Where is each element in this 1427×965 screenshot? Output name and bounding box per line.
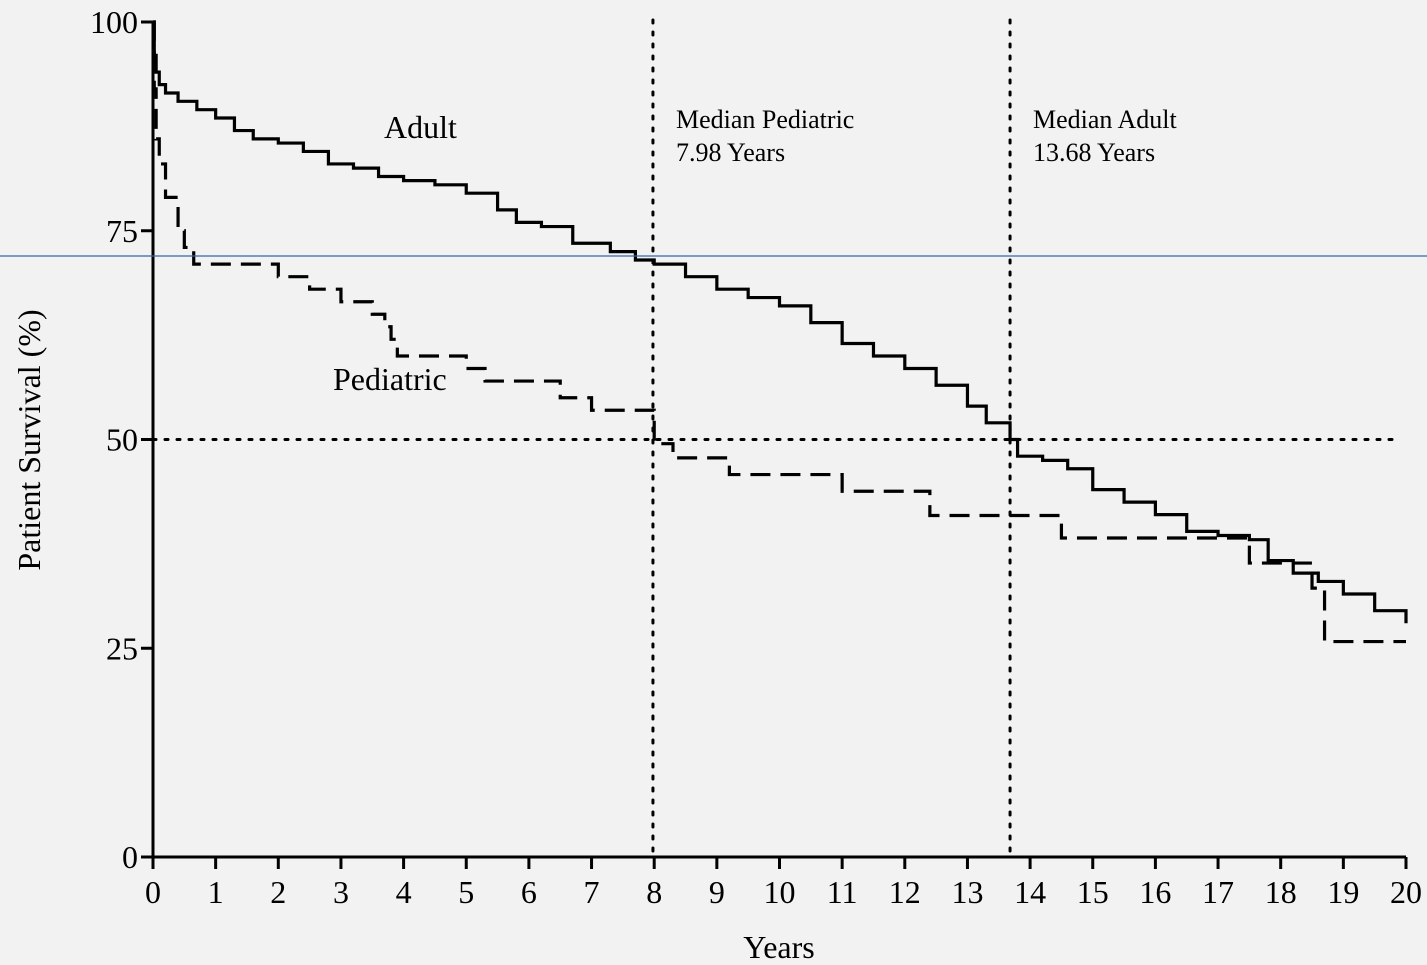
x-tick-label: 0 [145, 874, 161, 910]
x-tick-label: 11 [827, 874, 858, 910]
x-tick-label: 19 [1327, 874, 1359, 910]
x-tick-label: 12 [889, 874, 921, 910]
x-tick-label: 7 [584, 874, 600, 910]
x-tick-label: 8 [646, 874, 662, 910]
annotation-median-adult-title: Median Adult [1033, 105, 1177, 134]
x-tick-label: 16 [1139, 874, 1171, 910]
series-line-pediatric [152, 20, 1406, 644]
series-line-adult [152, 20, 1408, 624]
series-layer [152, 20, 1408, 644]
ticks: 0 1 2 3 4 5 6 7 8 9 10 11 12 13 14 15 16 17 18 19 2002550751… [90, 4, 1422, 910]
x-tick-label: 14 [1014, 874, 1046, 910]
x-tick-label: 5 [458, 874, 474, 910]
y-tick-label: 0 [122, 839, 138, 875]
x-axis-title: Years [743, 929, 814, 965]
series-label-pediatric: Pediatric [333, 361, 447, 397]
x-tick-label: 1 [208, 874, 224, 910]
annotation-median-pediatric-title: Median Pediatric [676, 105, 854, 134]
x-tick-label: 13 [951, 874, 983, 910]
x-tick-label: 20 [1390, 874, 1422, 910]
series-label-adult: Adult [384, 109, 457, 145]
annotation-median-pediatric-value: 7.98 Years [676, 138, 785, 167]
y-tick-label: 100 [90, 4, 138, 40]
x-tick-label: 18 [1265, 874, 1297, 910]
y-tick-label: 75 [106, 213, 138, 249]
x-tick-label: 6 [521, 874, 537, 910]
x-tick-label: 10 [764, 874, 796, 910]
x-tick-label: 3 [333, 874, 349, 910]
x-tick-label: 15 [1077, 874, 1109, 910]
x-tick-label: 4 [396, 874, 412, 910]
x-tick-label: 2 [270, 874, 286, 910]
y-tick-label: 25 [106, 630, 138, 666]
x-tick-label: 9 [709, 874, 725, 910]
y-axis-title: Patient Survival (%) [11, 309, 47, 570]
annotation-median-adult-value: 13.68 Years [1033, 138, 1155, 167]
y-tick-label: 50 [106, 422, 138, 458]
x-tick-label: 17 [1202, 874, 1234, 910]
